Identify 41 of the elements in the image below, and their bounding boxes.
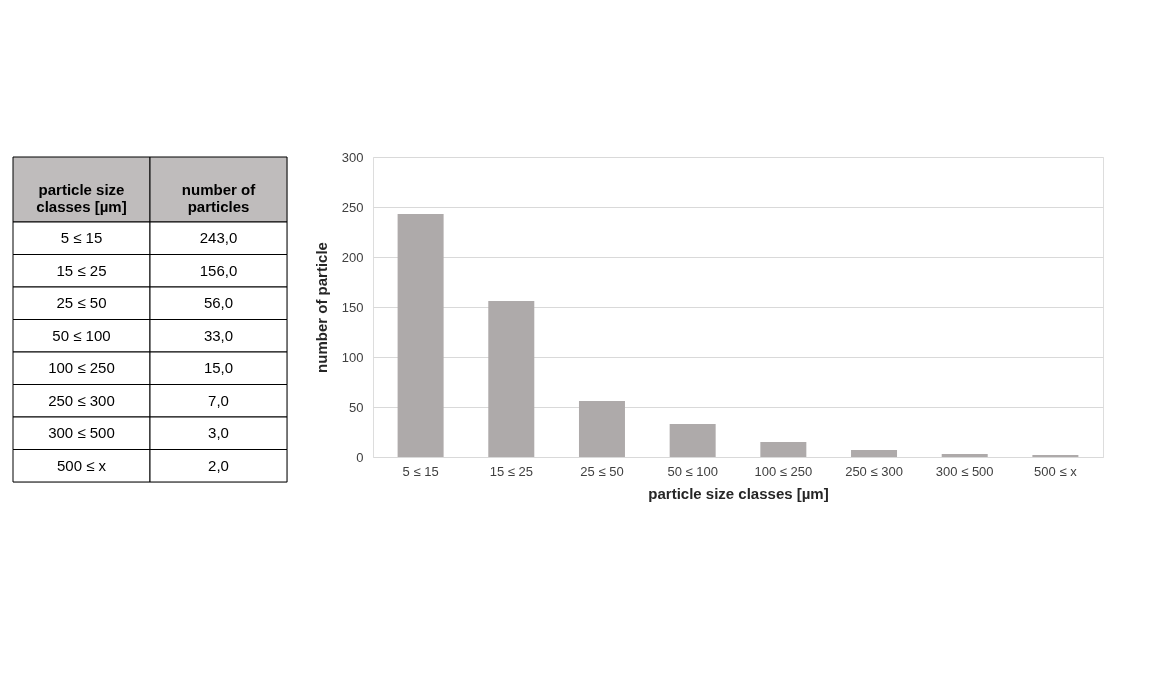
text: 15,0 bbox=[203, 359, 234, 377]
y-tick-label: 150 bbox=[341, 299, 364, 315]
y-tick-label: 0 bbox=[356, 449, 364, 465]
text: 156,0 bbox=[199, 261, 238, 279]
text: 100 ≤ 250 bbox=[48, 359, 115, 377]
x-tick-label: 5 ≤ 15 bbox=[402, 463, 439, 479]
text: 50 ≤ 100 bbox=[52, 326, 111, 344]
text: 243,0 bbox=[199, 229, 238, 247]
y-tick-label: 300 bbox=[341, 149, 364, 165]
y-axis-title: number of particle bbox=[312, 242, 330, 373]
text: 7,0 bbox=[208, 391, 229, 409]
text: 56,0 bbox=[203, 294, 234, 312]
y-tick-label: 200 bbox=[341, 249, 364, 265]
bar bbox=[488, 301, 535, 457]
x-tick-label: 300 ≤ 500 bbox=[935, 463, 994, 479]
y-tick-label: 250 bbox=[341, 199, 364, 215]
bar bbox=[669, 424, 716, 457]
bar bbox=[397, 214, 444, 457]
text: particle size classes [µm] bbox=[36, 180, 127, 215]
x-tick-label: 15 ≤ 25 bbox=[489, 463, 533, 479]
y-tick-label: 100 bbox=[341, 349, 364, 365]
bar bbox=[941, 454, 988, 457]
text: 300 ≤ 500 bbox=[48, 424, 115, 442]
x-tick-label: 500 ≤ x bbox=[1034, 463, 1078, 479]
x-tick-label: 100 ≤ 250 bbox=[754, 463, 813, 479]
text: 25 ≤ 50 bbox=[56, 294, 107, 312]
x-tick-label: 50 ≤ 100 bbox=[667, 463, 718, 479]
x-tick-label: 250 ≤ 300 bbox=[845, 463, 903, 479]
text: 15 ≤ 25 bbox=[56, 261, 107, 279]
y-tick-label: 50 bbox=[349, 399, 364, 415]
text: 5 ≤ 15 bbox=[60, 229, 103, 247]
text: number of particles bbox=[181, 180, 257, 215]
bar bbox=[578, 401, 625, 457]
text: 3,0 bbox=[208, 424, 229, 442]
text: 250 ≤ 300 bbox=[48, 391, 115, 409]
x-tick-label: 25 ≤ 50 bbox=[580, 463, 624, 479]
x-axis-title: particle size classes [µm] bbox=[648, 484, 829, 502]
text: 33,0 bbox=[203, 326, 234, 344]
text: 2,0 bbox=[208, 456, 229, 474]
bar bbox=[760, 442, 807, 457]
bar bbox=[851, 450, 898, 457]
